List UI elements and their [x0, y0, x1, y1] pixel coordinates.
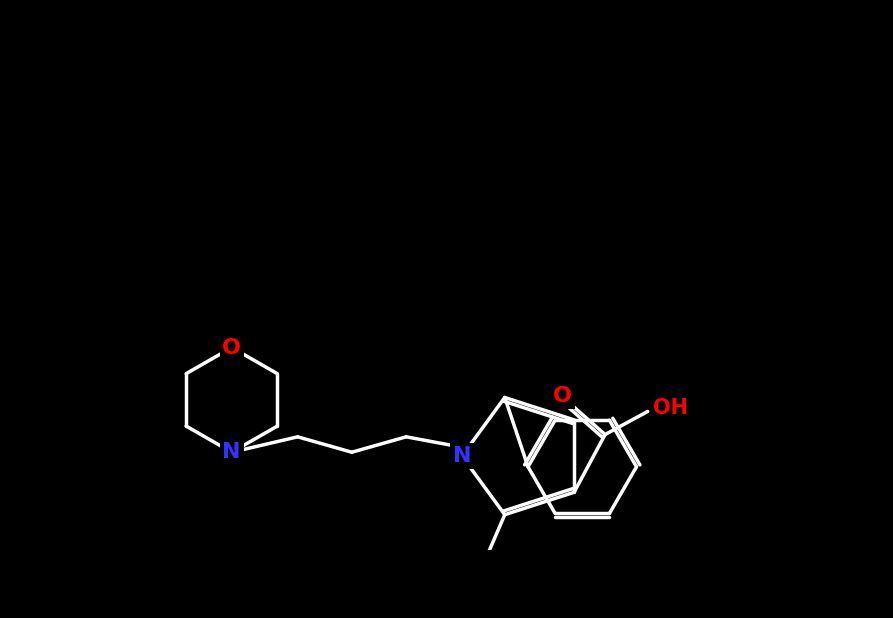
Text: N: N	[453, 446, 472, 466]
Text: O: O	[553, 386, 572, 406]
Text: OH: OH	[654, 397, 689, 418]
Text: O: O	[222, 337, 241, 357]
Text: N: N	[222, 442, 241, 462]
